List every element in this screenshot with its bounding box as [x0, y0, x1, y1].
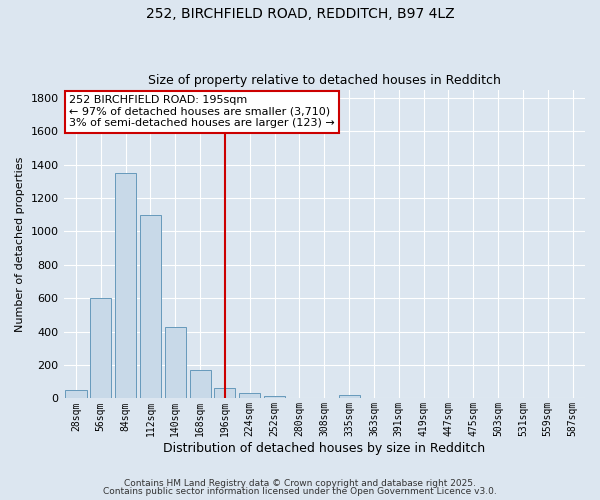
Bar — [65, 390, 86, 398]
Bar — [338, 395, 359, 398]
Bar — [190, 370, 211, 398]
Bar — [239, 392, 260, 398]
Text: 252, BIRCHFIELD ROAD, REDDITCH, B97 4LZ: 252, BIRCHFIELD ROAD, REDDITCH, B97 4LZ — [146, 8, 454, 22]
Bar — [165, 326, 186, 398]
Bar — [214, 388, 235, 398]
Text: Contains HM Land Registry data © Crown copyright and database right 2025.: Contains HM Land Registry data © Crown c… — [124, 478, 476, 488]
Bar — [140, 215, 161, 398]
Text: Contains public sector information licensed under the Open Government Licence v3: Contains public sector information licen… — [103, 487, 497, 496]
Bar — [115, 173, 136, 398]
Bar — [90, 298, 112, 398]
Bar — [264, 396, 285, 398]
Text: 252 BIRCHFIELD ROAD: 195sqm
← 97% of detached houses are smaller (3,710)
3% of s: 252 BIRCHFIELD ROAD: 195sqm ← 97% of det… — [69, 95, 335, 128]
Y-axis label: Number of detached properties: Number of detached properties — [15, 156, 25, 332]
X-axis label: Distribution of detached houses by size in Redditch: Distribution of detached houses by size … — [163, 442, 485, 455]
Title: Size of property relative to detached houses in Redditch: Size of property relative to detached ho… — [148, 74, 501, 87]
